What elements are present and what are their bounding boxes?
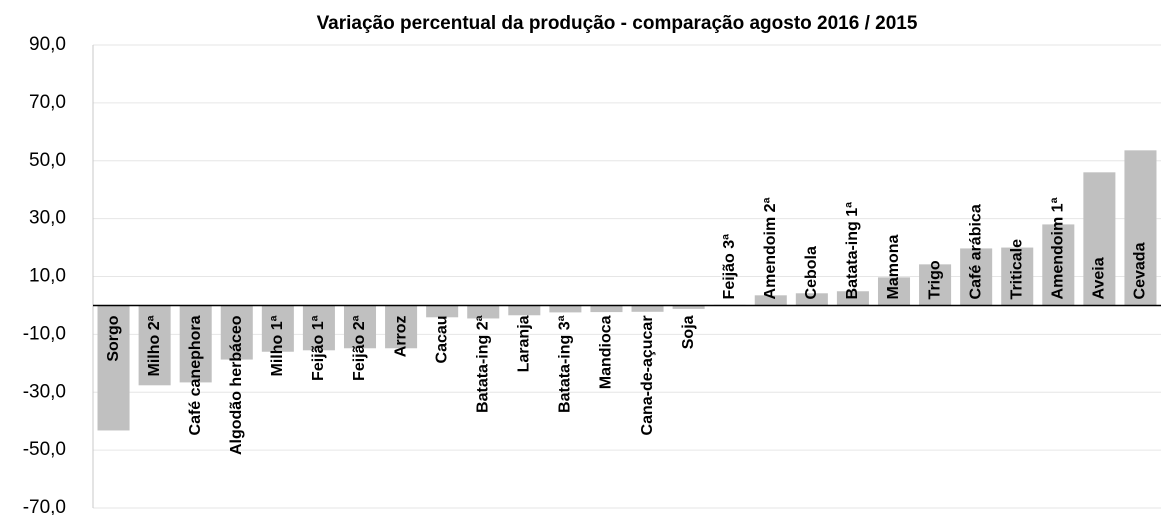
bar: [1083, 172, 1116, 306]
bar: [631, 305, 664, 312]
category-label: Cana-de-açucar: [639, 315, 656, 435]
y-tick-label: 70,0: [29, 92, 66, 113]
bar: [590, 305, 623, 313]
bar: [508, 305, 541, 316]
bar: [385, 305, 418, 349]
bar: [960, 248, 993, 306]
bar: [467, 305, 500, 319]
bar: [97, 305, 130, 431]
y-tick-label: 30,0: [29, 208, 66, 229]
category-label: Feijão 3ª: [721, 234, 738, 300]
y-tick-label: -50,0: [23, 439, 66, 460]
category-label: Algodão herbáceo: [228, 315, 245, 455]
category-label: Milho 2ª: [146, 315, 163, 376]
y-tick-label: -70,0: [23, 497, 66, 515]
bar: [672, 305, 705, 309]
category-label: Batata-ing 1ª: [844, 202, 861, 300]
bar: [549, 305, 582, 313]
category-label: Sorgo: [105, 315, 122, 361]
category-label: Arroz: [392, 315, 409, 357]
category-label: Mamona: [885, 234, 902, 299]
category-label: Amendoim 2ª: [762, 197, 779, 299]
bar: [426, 305, 459, 318]
chart-title: Variação percentual da produção - compar…: [317, 13, 918, 34]
bar: [261, 305, 294, 352]
category-label: Trigo: [926, 260, 943, 299]
bar: [836, 291, 869, 306]
bar: [754, 295, 787, 306]
bar: [1042, 224, 1075, 306]
y-tick-label: 10,0: [29, 266, 66, 287]
bar: [343, 305, 377, 349]
category-label: Aveia: [1091, 257, 1108, 299]
category-label: Batata-ing 3ª: [557, 315, 574, 413]
category-label: Cebola: [803, 246, 820, 299]
bar: [220, 305, 253, 360]
category-label: Triticale: [1008, 239, 1025, 300]
bar: [302, 305, 335, 351]
category-label: Café canephora: [187, 315, 204, 435]
bar: [1124, 150, 1157, 306]
category-label: Laranja: [516, 315, 533, 372]
y-tick-label: -30,0: [23, 381, 66, 402]
bar: [877, 277, 911, 306]
category-label: Mandioca: [598, 315, 615, 389]
bar: [179, 305, 212, 383]
y-tick-label: 90,0: [29, 34, 66, 55]
y-tick-label: -10,0: [23, 323, 66, 344]
category-label: Feijão 2ª: [351, 315, 368, 381]
category-label: Amendoim 1ª: [1050, 197, 1067, 299]
bar: [138, 305, 171, 386]
bar: [919, 264, 952, 306]
y-tick-label: 50,0: [29, 150, 66, 171]
category-label: Cevada: [1132, 242, 1149, 299]
category-label: Café arábica: [967, 204, 984, 299]
category-label: Milho 1ª: [269, 315, 286, 376]
bar: [1001, 247, 1034, 306]
category-label: Cacau: [433, 315, 450, 363]
category-label: Batata-ing 2ª: [474, 315, 491, 413]
category-label: Feijão 1ª: [310, 315, 327, 381]
bar: [795, 293, 828, 306]
category-label: Soja: [680, 315, 697, 349]
